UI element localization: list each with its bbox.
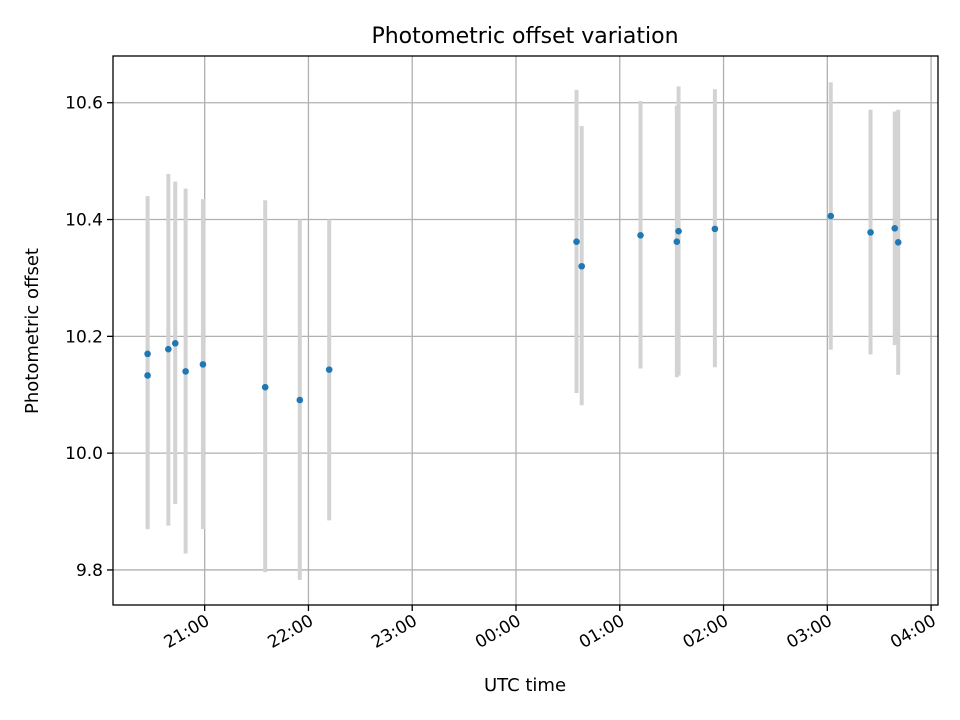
- y-tick-label: 10.2: [65, 327, 103, 347]
- y-tick-label: 9.8: [76, 561, 103, 581]
- chart-title: Photometric offset variation: [371, 24, 678, 49]
- data-point: [144, 350, 151, 358]
- data-point: [573, 238, 580, 246]
- data-point: [867, 229, 874, 236]
- data-point: [578, 262, 586, 270]
- grid: [113, 56, 938, 605]
- plot-area: [113, 56, 938, 605]
- data-point: [325, 366, 333, 373]
- y-tick-label: 10.4: [65, 211, 103, 231]
- y-axis-label: Photometric offset: [22, 248, 43, 414]
- data-point: [827, 212, 835, 220]
- data-points: [144, 212, 902, 404]
- data-point: [675, 227, 682, 235]
- data-point: [637, 232, 644, 239]
- data-point: [296, 396, 304, 404]
- data-point: [894, 239, 902, 246]
- data-point: [144, 372, 151, 379]
- data-point: [171, 340, 179, 347]
- data-point: [261, 383, 269, 391]
- data-point: [711, 225, 719, 233]
- data-point: [673, 238, 681, 246]
- data-point: [182, 368, 189, 375]
- y-tick-label: 10.0: [65, 444, 103, 464]
- plot-frame: [112, 55, 939, 606]
- data-point: [891, 224, 899, 232]
- data-point: [165, 345, 172, 353]
- y-axis-ticks: 9.8 10.0 10.2 10.4 10.6: [65, 94, 113, 581]
- x-axis-label: UTC time: [484, 675, 566, 696]
- data-point: [199, 361, 207, 368]
- y-tick-label: 10.6: [65, 94, 103, 114]
